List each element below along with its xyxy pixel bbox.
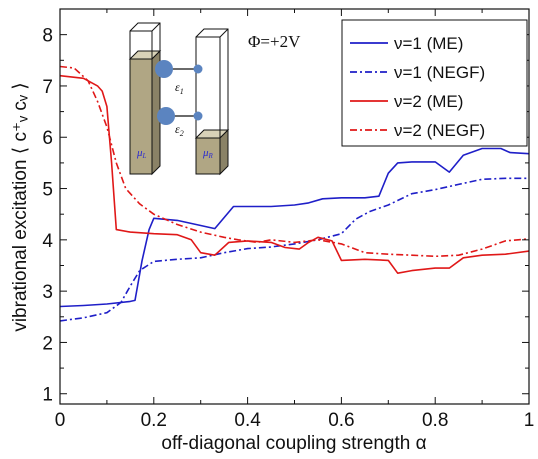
series-line-2 [59,177,529,322]
y-axis-title: vibrational excitation ⟨ c⁺ᵥ cᵥ ⟩ [10,82,31,331]
y-tick-label: 1 [42,385,53,406]
series-line-4 [59,65,530,258]
left-lead-box [128,22,162,176]
legend-label-2: ν=1 (NEGF) [394,63,485,82]
level-2-label: ε2 [175,122,184,138]
level-2-big-dot [157,107,175,125]
level-1-label: ε1 [175,80,184,96]
device-schematic: ε1 ε2 μL μR [128,22,230,176]
level-1-small-dot [193,64,203,74]
x-tick-label: 0.6 [328,410,354,431]
y-tick-label: 6 [42,128,53,149]
left-lead-label: μL [136,147,147,160]
level-1-big-dot [155,60,173,78]
y-tick-label: 7 [42,77,53,98]
y-tick-label: 3 [42,282,53,303]
y-tick-label: 5 [42,180,53,201]
x-tick-label: 0 [55,410,66,431]
x-tick-label: 1 [524,410,535,431]
legend-label-4: ν=2 (NEGF) [394,121,485,140]
voltage-annotation: Φ=+2V [248,32,301,51]
x-tick-label: 0.2 [141,410,167,431]
x-axis-title: off-diagonal coupling strength α [161,433,426,454]
x-tick-label: 0.8 [422,410,448,431]
y-tick-label: 8 [42,26,53,47]
series-line-1 [59,147,530,308]
legend: ν=1 (ME) ν=1 (NEGF) ν=2 (ME) ν=2 (NEGF) [341,19,528,147]
y-tick-labels: 1 2 3 4 5 6 7 8 [42,26,53,406]
right-lead-label: μR [202,147,214,160]
legend-items: ν=1 (ME) ν=1 (NEGF) ν=2 (ME) ν=2 (NEGF) [350,34,485,140]
right-lead-box [194,28,230,176]
legend-label-1: ν=1 (ME) [394,34,463,53]
series-line-3 [59,74,530,275]
x-tick-label: 0.4 [234,410,261,431]
x-tick-labels: 0 0.2 0.4 0.6 0.8 1 [55,410,535,431]
y-tick-label: 4 [42,231,53,252]
legend-label-3: ν=2 (ME) [394,92,463,111]
y-tick-label: 2 [42,333,53,354]
level-2-small-dot [193,111,203,121]
series-layer [59,65,530,322]
legend-box [341,19,528,147]
